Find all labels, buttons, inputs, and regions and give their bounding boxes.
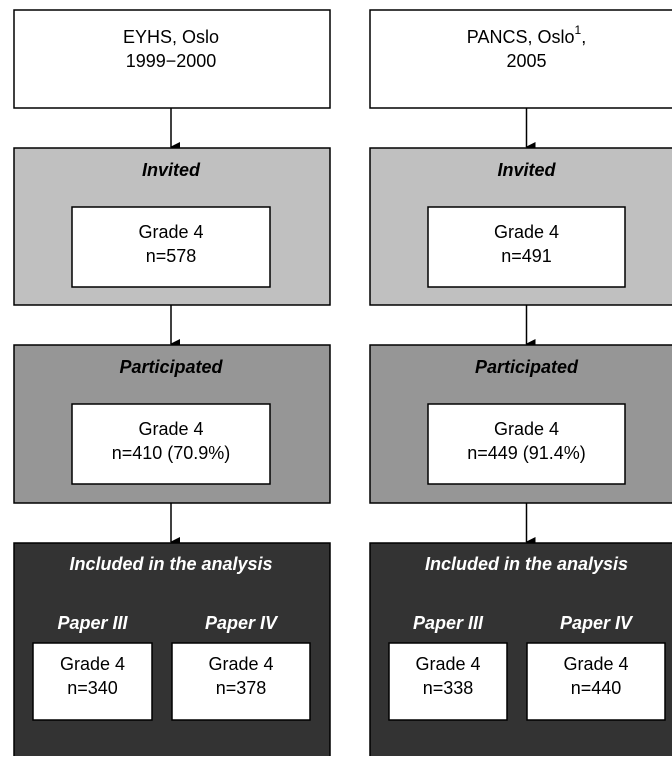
paper-label: Paper IV [560, 613, 634, 633]
footnote-marker: 1 [575, 23, 582, 37]
included-label: Included in the analysis [69, 554, 272, 574]
count: n=578 [146, 246, 197, 266]
participated-inner [427, 403, 626, 485]
grade: Grade 4 [563, 654, 628, 674]
source-box [369, 9, 672, 109]
source-line: EYHS, Oslo [123, 27, 219, 47]
participated-label: Participated [475, 357, 579, 377]
grade: Grade 4 [494, 419, 559, 439]
count: n=338 [423, 678, 474, 698]
count: n=449 (91.4%) [467, 443, 586, 463]
grade: Grade 4 [415, 654, 480, 674]
paper-label: Paper III [57, 613, 128, 633]
source-suffix: , [581, 27, 586, 47]
source-name: EYHS, Oslo [123, 27, 219, 47]
source-line: PANCS, Oslo1, [467, 23, 586, 47]
invited-inner [427, 206, 626, 288]
source-box [13, 9, 331, 109]
participated-label: Participated [119, 357, 223, 377]
grade: Grade 4 [208, 654, 273, 674]
source-line: 1999−2000 [126, 51, 217, 71]
participated-inner [71, 403, 271, 485]
source-name: PANCS, Oslo [467, 27, 575, 47]
invited-label: Invited [497, 160, 556, 180]
count: n=491 [501, 246, 552, 266]
invited-label: Invited [142, 160, 201, 180]
grade: Grade 4 [60, 654, 125, 674]
paper-box [32, 642, 153, 721]
grade: Grade 4 [494, 222, 559, 242]
paper-box [526, 642, 666, 721]
paper-label: Paper III [413, 613, 484, 633]
paper-box [388, 642, 508, 721]
count: n=340 [67, 678, 118, 698]
source-line: 2005 [506, 51, 546, 71]
grade: Grade 4 [138, 222, 203, 242]
paper-box [171, 642, 311, 721]
invited-inner [71, 206, 271, 288]
count: n=440 [571, 678, 622, 698]
grade: Grade 4 [138, 419, 203, 439]
count: n=410 (70.9%) [112, 443, 231, 463]
included-label: Included in the analysis [425, 554, 628, 574]
paper-label: Paper IV [205, 613, 279, 633]
count: n=378 [216, 678, 267, 698]
